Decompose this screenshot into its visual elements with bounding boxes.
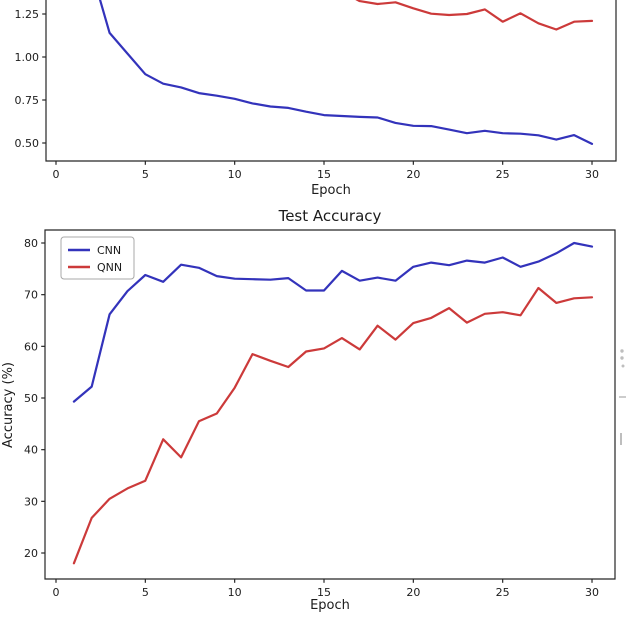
xtick-label: 20 — [406, 168, 420, 181]
xtick-label: 30 — [585, 586, 599, 599]
bottom-chart-axes: 80 70 60 50 40 30 20 0 5 10 15 20 25 30 — [24, 229, 616, 599]
ytick-label: 70 — [24, 289, 38, 302]
ytick-label: 1.25 — [15, 8, 40, 21]
series-line-cnn — [72, 241, 594, 403]
ytick-label: 50 — [24, 392, 38, 405]
axes-spines — [44, 229, 616, 580]
ytick-label: 1.00 — [15, 51, 40, 64]
ytick-label: 80 — [24, 237, 38, 250]
bottom-chart-title: Test Accuracy — [278, 207, 382, 225]
xtick-label: 30 — [585, 168, 599, 181]
bottom-chart-series — [72, 241, 594, 565]
axes-spines — [45, 0, 617, 162]
series-line-qnn — [355, 0, 594, 31]
xtick-label: 15 — [317, 168, 331, 181]
ytick-label: 60 — [24, 340, 38, 353]
xtick-label: 10 — [228, 586, 242, 599]
ytick-label: 0.75 — [15, 94, 40, 107]
xtick-label: 25 — [496, 168, 510, 181]
cropped-edge-artifact — [619, 349, 626, 445]
ytick-label: 0.50 — [15, 137, 40, 150]
bottom-chart: Test Accuracy 80 70 60 50 40 30 20 0 5 10 15 20 25 30… — [1, 207, 626, 613]
xtick-label: 10 — [228, 168, 242, 181]
legend: CNN QNN — [60, 236, 135, 280]
xtick-label: 20 — [406, 586, 420, 599]
legend-box — [60, 236, 135, 280]
bottom-xaxis-label: Epoch — [310, 598, 350, 613]
xtick-label: 25 — [496, 586, 510, 599]
legend-label-qnn: QNN — [97, 261, 122, 274]
legend-label-cnn: CNN — [97, 244, 121, 257]
xtick-label: 0 — [53, 586, 60, 599]
top-chart: 1.25 1.00 0.75 0.50 0 5 10 15 20 25 30 Epoch — [15, 0, 617, 198]
xtick-label: 5 — [142, 586, 149, 599]
xtick-label: 15 — [317, 586, 331, 599]
top-xaxis-label: Epoch — [311, 183, 351, 198]
bottom-yaxis-label: Accuracy (%) — [1, 362, 16, 448]
xtick-label: 0 — [53, 168, 60, 181]
top-chart-series — [98, 0, 594, 145]
series-line-qnn — [72, 286, 594, 565]
xtick-label: 5 — [142, 168, 149, 181]
series-line-cnn — [98, 0, 594, 145]
ytick-label: 20 — [24, 547, 38, 560]
top-chart-axes: 1.25 1.00 0.75 0.50 0 5 10 15 20 25 30 — [15, 0, 617, 181]
ytick-label: 30 — [24, 495, 38, 508]
ytick-label: 40 — [24, 444, 38, 457]
